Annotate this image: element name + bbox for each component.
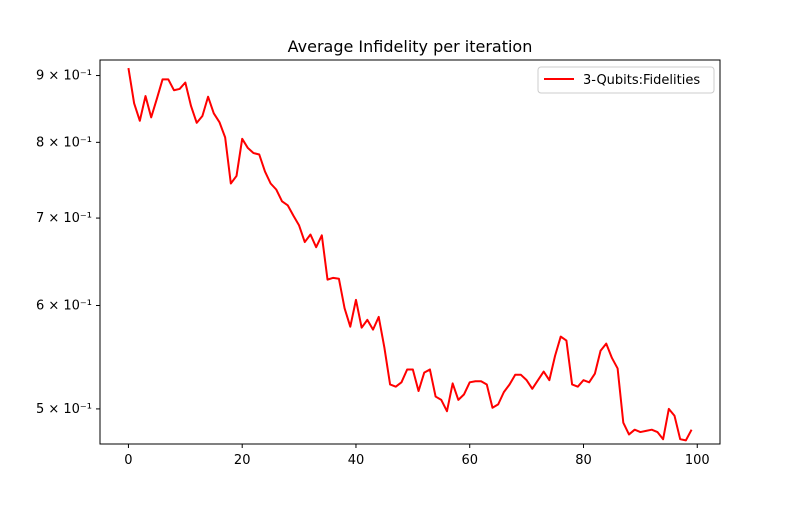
y-tick-label: 9 × 10⁻¹: [36, 69, 92, 84]
legend: 3-Qubits:Fidelities: [537, 66, 715, 94]
series-line-0: [127, 67, 693, 442]
legend-box: [537, 66, 715, 94]
chart-title: Average Infidelity per iteration: [288, 37, 533, 56]
y-tick-label: 8 × 10⁻¹: [36, 135, 92, 150]
y-tick-label: 6 × 10⁻¹: [36, 299, 92, 314]
y-tick-label: 7 × 10⁻¹: [36, 211, 92, 226]
x-tick-label: 60: [461, 453, 478, 468]
series-group: [127, 67, 693, 442]
x-tick-label: 40: [348, 453, 365, 468]
x-tick-label: 100: [685, 453, 710, 468]
plot-area-frame: [99, 59, 721, 445]
legend-label: 3-Qubits:Fidelities: [583, 73, 700, 88]
x-axis: 0 20 40 60 80 100: [124, 444, 710, 468]
x-tick-label: 20: [234, 453, 251, 468]
y-axis: 5 × 10⁻¹ 6 × 10⁻¹ 7 × 10⁻¹ 8 × 10⁻¹ 9 × 10⁻¹: [36, 69, 100, 417]
x-tick-label: 80: [575, 453, 592, 468]
y-tick-label: 5 × 10⁻¹: [36, 402, 92, 417]
x-tick-label: 0: [124, 453, 132, 468]
